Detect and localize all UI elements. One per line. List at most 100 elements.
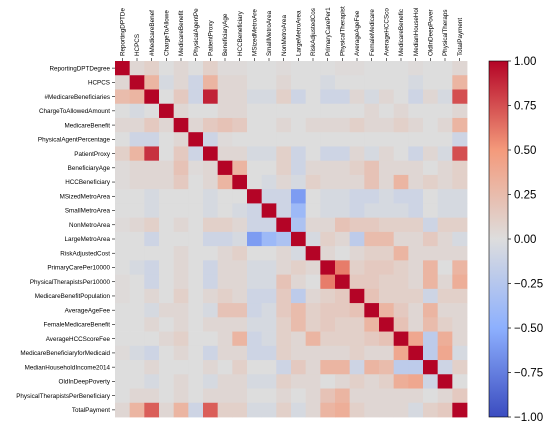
heatmap-cell: [437, 103, 453, 119]
heatmap-cell: [320, 61, 336, 76]
heatmap-cell: [129, 260, 145, 275]
heatmap-cell: [173, 160, 189, 176]
heatmap-cell: [393, 274, 409, 290]
heatmap-cell: [115, 203, 131, 219]
heatmap-cell: [437, 89, 453, 105]
heatmap-cell: [379, 317, 395, 332]
row-label: HCCBeneficiary: [65, 179, 111, 186]
heatmap-cell: [379, 246, 395, 261]
row-label: PrimaryCarePer10000: [47, 265, 110, 272]
heatmap-cell: [393, 374, 409, 389]
heatmap-cell: [217, 117, 233, 133]
heatmap-cell: [379, 89, 395, 105]
heatmap-cell: [364, 75, 380, 90]
heatmap-cell: [159, 360, 175, 375]
heatmap-cell: [173, 260, 189, 275]
heatmap-cell: [423, 61, 439, 76]
heatmap-cell: [217, 75, 233, 90]
heatmap-cell: [173, 388, 189, 404]
heatmap-cell: [393, 303, 409, 318]
heatmap-cell: [364, 303, 380, 318]
column-label: #MedicareBenef: [149, 10, 156, 56]
heatmap-cell: [203, 117, 219, 133]
heatmap-cell: [232, 331, 248, 347]
heatmap-cell: [173, 303, 189, 318]
heatmap-cell: [291, 103, 307, 119]
heatmap-cell: [203, 203, 219, 219]
heatmap-cell: [349, 61, 365, 76]
heatmap-cell: [364, 189, 380, 204]
heatmap-cell: [129, 89, 145, 105]
heatmap-cell: [261, 117, 277, 133]
heatmap-cell: [247, 303, 263, 318]
heatmap-cell: [305, 388, 321, 404]
heatmap-cell: [423, 246, 439, 261]
heatmap-cell: [291, 246, 307, 261]
heatmap-cell: [408, 174, 424, 190]
heatmap-cell: [335, 288, 351, 304]
heatmap-cell: [203, 189, 219, 204]
heatmap-cell: [173, 89, 189, 105]
heatmap-cell: [232, 374, 248, 389]
row-label: ReportingDPTDegree: [49, 65, 110, 72]
heatmap-cell: [320, 374, 336, 389]
heatmap-cell: [159, 146, 175, 162]
heatmap-cell: [423, 274, 439, 290]
heatmap-cell: [144, 402, 160, 418]
heatmap-cell: [115, 288, 131, 304]
column-label: AverageAgeFee: [354, 10, 361, 56]
heatmap-cell: [291, 274, 307, 290]
heatmap-cell: [320, 231, 336, 247]
heatmap-cell: [217, 231, 233, 247]
heatmap-cell: [261, 89, 277, 105]
heatmap-cell: [173, 274, 189, 290]
heatmap-cell: [247, 345, 263, 361]
heatmap-cell: [423, 160, 439, 176]
heatmap-cell: [129, 117, 145, 133]
heatmap-cell: [247, 75, 263, 90]
heatmap-cell: [291, 360, 307, 375]
heatmap-cell: [437, 374, 453, 389]
heatmap-cell: [335, 117, 351, 133]
heatmap-cell: [144, 331, 160, 347]
heatmap-cell: [188, 317, 204, 332]
heatmap-cell: [232, 246, 248, 261]
heatmap-cell: [305, 360, 321, 375]
heatmap-cell: [115, 217, 131, 233]
heatmap-cell: [393, 231, 409, 247]
heatmap-cell: [305, 75, 321, 90]
row-label: RiskAdjustedCost: [60, 250, 110, 257]
heatmap-cell: [173, 288, 189, 304]
heatmap-cell: [335, 388, 351, 404]
heatmap-cell: [247, 274, 263, 290]
heatmap-cell: [217, 174, 233, 190]
column-labels: ReportingDPTDe HCPCS #MedicareBenef ChargeT…: [120, 6, 464, 61]
heatmap-cell: [408, 388, 424, 404]
column-label: HCCBeneficiary: [237, 10, 244, 56]
row-label: TotalPayment: [72, 407, 110, 414]
heatmap-cell: [261, 331, 277, 347]
heatmap-cell: [423, 331, 439, 347]
heatmap-cell: [320, 360, 336, 375]
heatmap-cell: [349, 274, 365, 290]
heatmap-cell: [452, 231, 468, 247]
column-label: TotalPayment: [457, 18, 464, 56]
heatmap-cell: [188, 103, 204, 119]
heatmap-cell: [364, 103, 380, 119]
heatmap-cell: [276, 189, 292, 204]
heatmap-cell: [203, 345, 219, 361]
heatmap-cell: [203, 331, 219, 347]
heatmap-cell: [276, 345, 292, 361]
heatmap-cell: [129, 360, 145, 375]
heatmap-cell: [423, 132, 439, 147]
heatmap-cell: [247, 203, 263, 219]
heatmap-cell: [452, 75, 468, 90]
heatmap-cell: [408, 132, 424, 147]
heatmap-cell: [217, 146, 233, 162]
heatmap-cell: [291, 231, 307, 247]
heatmap-cell: [379, 174, 395, 190]
heatmap-cell: [115, 317, 131, 332]
heatmap-cell: [159, 132, 175, 147]
heatmap-cell: [188, 288, 204, 304]
heatmap-cell: [276, 217, 292, 233]
